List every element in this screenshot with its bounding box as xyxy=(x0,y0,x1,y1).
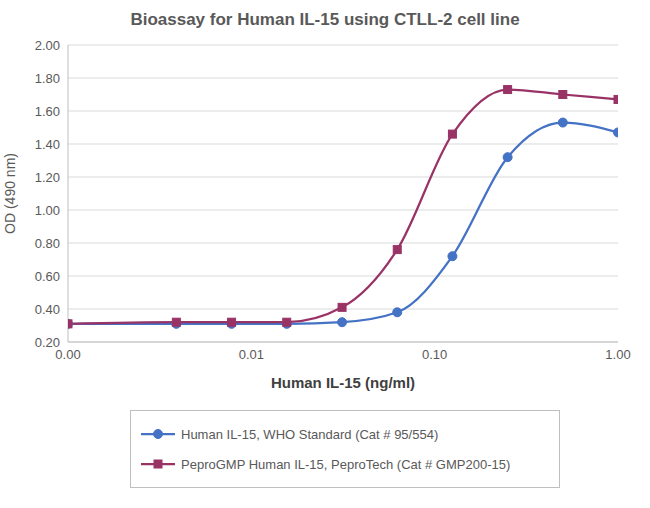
svg-text:0.40: 0.40 xyxy=(35,302,60,317)
svg-text:0.00: 0.00 xyxy=(55,347,81,363)
svg-text:0.20: 0.20 xyxy=(35,335,60,350)
svg-text:0.10: 0.10 xyxy=(422,347,447,362)
html-text:Bioassay for Human IL-15 using: Bioassay for Human IL-15 using CTLL-2 ce… xyxy=(130,10,520,29)
html-text:Human IL-15, WHO Standard (Cat: Human IL-15, WHO Standard (Cat # 95/554) xyxy=(181,426,439,442)
svg-text:OD (490 nm): OD (490 nm) xyxy=(8,153,18,234)
svg-text:1.40: 1.40 xyxy=(35,137,60,152)
svg-text:1.00: 1.00 xyxy=(605,347,630,362)
svg-text:0.60: 0.60 xyxy=(35,269,60,284)
svg-text:1.80: 1.80 xyxy=(35,71,60,86)
svg-text:0.01: 0.01 xyxy=(239,347,264,362)
svg-text:Human IL-15 (ng/ml): Human IL-15 (ng/ml) xyxy=(271,374,415,391)
svg-text:1.20: 1.20 xyxy=(35,170,60,185)
svg-text:0.80: 0.80 xyxy=(35,236,60,251)
svg-text:2.00: 2.00 xyxy=(35,38,60,53)
svg-text:1.60: 1.60 xyxy=(35,104,60,119)
html-text:PeproGMP Human IL-15, PeproTec: PeproGMP Human IL-15, PeproTech (Cat # G… xyxy=(181,456,511,472)
svg-text:1.00: 1.00 xyxy=(35,203,60,218)
